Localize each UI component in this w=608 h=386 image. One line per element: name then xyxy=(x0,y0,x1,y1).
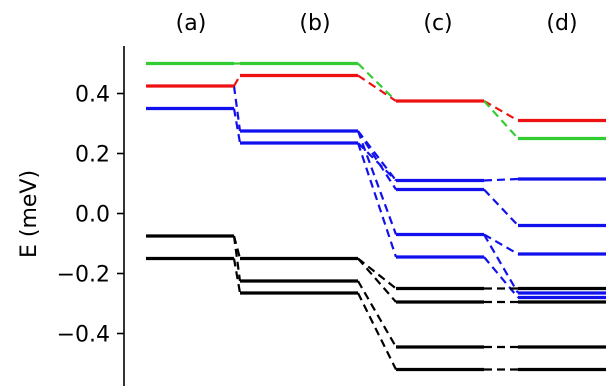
transition-line xyxy=(356,142,398,258)
transition-line xyxy=(232,85,242,132)
transition-line xyxy=(483,100,519,140)
transition-line xyxy=(357,130,397,191)
transition-line xyxy=(357,130,397,182)
transition-line xyxy=(357,257,397,303)
y-tick-label: −0.2 xyxy=(57,263,110,288)
transition-line xyxy=(357,292,397,370)
transition-line xyxy=(483,177,519,182)
column-label: (a) xyxy=(176,11,207,36)
transition-line xyxy=(483,233,519,294)
y-axis-label: E (meV) xyxy=(17,170,42,258)
transition-lines xyxy=(232,62,519,371)
transition-line xyxy=(232,108,242,144)
y-tick-label: −0.4 xyxy=(57,323,110,348)
transition-line xyxy=(483,233,519,255)
transition-line xyxy=(357,62,397,102)
transition-line xyxy=(483,100,519,122)
column-label: (c) xyxy=(423,11,452,36)
y-tick-label: 0.4 xyxy=(75,83,110,108)
transition-line xyxy=(483,188,519,227)
transition-line xyxy=(356,130,398,235)
y-ticks: 0.4 0.2 0.0 −0.2 −0.4 xyxy=(57,83,124,348)
column-label: (d) xyxy=(546,11,577,36)
transition-line xyxy=(357,142,397,182)
column-labels: (a) (b) (c) (d) xyxy=(176,11,578,36)
transition-line xyxy=(233,74,241,87)
transition-line xyxy=(357,280,397,348)
column-label: (b) xyxy=(299,11,330,36)
transition-line xyxy=(357,257,397,290)
y-tick-label: 0.2 xyxy=(75,143,110,168)
energy-levels xyxy=(146,61,606,372)
transition-line xyxy=(232,258,242,294)
transition-line xyxy=(357,74,397,102)
transition-line xyxy=(232,235,242,282)
y-tick-label: 0.0 xyxy=(75,203,110,228)
transition-line xyxy=(483,256,519,299)
